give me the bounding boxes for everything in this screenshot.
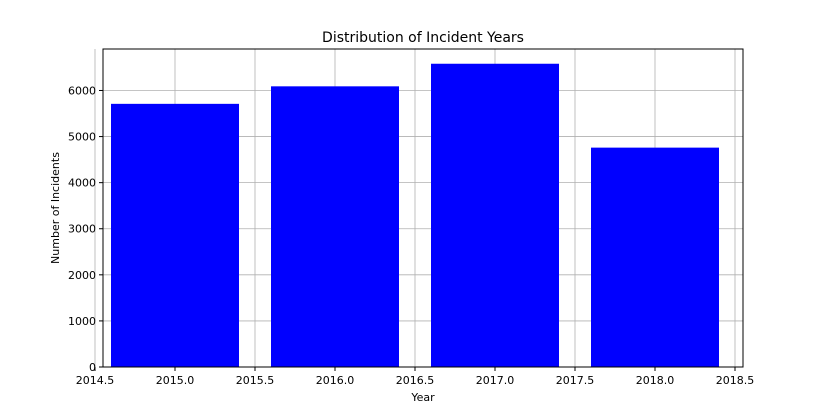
y-tick-label: 6000 [68,84,96,97]
x-tick-label: 2015.5 [236,374,275,387]
x-tick-label: 2016.0 [316,374,355,387]
y-tick-label: 2000 [68,269,96,282]
bar-2017 [431,63,559,367]
x-tick-label: 2015.0 [156,374,195,387]
x-axis-ticks: 2014.5 2015.0 2015.5 2016.0 2016.5 2017.0 2017… [76,367,755,387]
x-tick-label: 2018.5 [716,374,755,387]
x-tick-label: 2016.5 [396,374,435,387]
x-axis-label: Year [410,391,435,404]
y-tick-label: 1000 [68,315,96,328]
bars [111,63,719,367]
y-tick-label: 0 [89,361,96,374]
x-tick-label: 2017.5 [556,374,595,387]
x-tick-label: 2017.0 [476,374,515,387]
bar-2015 [111,103,239,367]
plot-frame [102,48,744,368]
y-tick-label: 4000 [68,177,96,190]
y-tick-label: 3000 [68,223,96,236]
chart-title: Distribution of Incident Years [322,30,524,46]
y-axis-label: Number of Incidents [49,152,62,264]
y-tick-label: 5000 [68,131,96,144]
x-tick-label: 2014.5 [76,374,115,387]
bar-2016 [271,86,399,367]
bar-2018 [591,147,719,367]
y-axis-ticks: 0 1000 2000 3000 4000 5000 6000 [68,84,103,374]
x-tick-label: 2018.0 [636,374,675,387]
